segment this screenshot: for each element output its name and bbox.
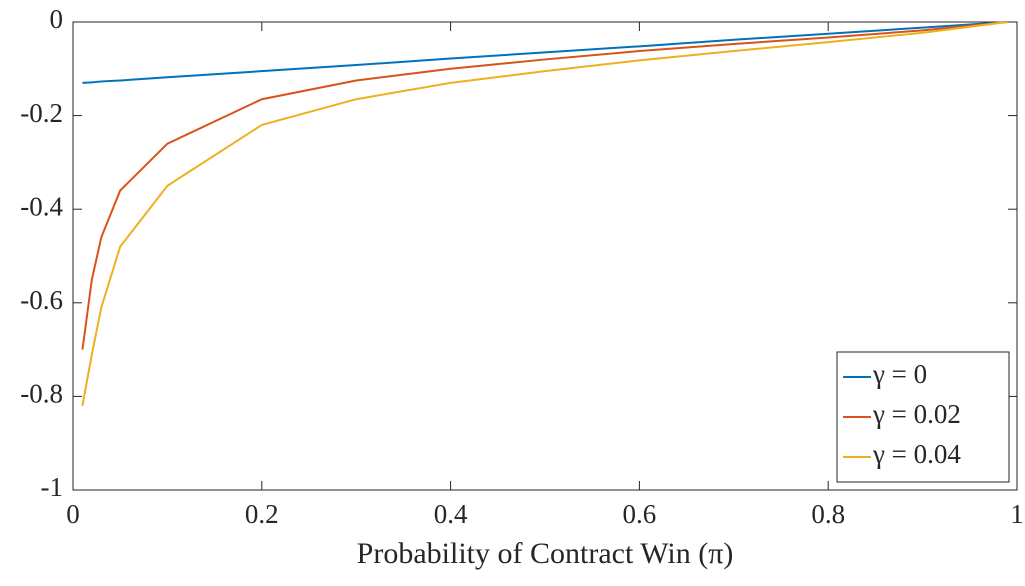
- legend-label: γ = 0: [872, 359, 927, 389]
- y-tick-label: -0.2: [20, 98, 63, 128]
- line: [81, 21, 1008, 350]
- x-tick-label: 0.6: [623, 499, 657, 529]
- y-tick-label: -1: [41, 472, 64, 502]
- y-tick-label: 0: [50, 4, 64, 34]
- x-tick-label: 0.2: [245, 499, 279, 529]
- x-tick-label: 0.4: [434, 499, 468, 529]
- line: [81, 21, 1008, 406]
- x-tick-label: 1: [1010, 499, 1024, 529]
- x-tick-label: 0: [66, 499, 80, 529]
- legend-label: γ = 0.02: [872, 399, 961, 429]
- plot-frame: [72, 21, 1018, 491]
- y-tick-label: -0.6: [20, 285, 63, 315]
- line: [82, 21, 1008, 84]
- x-axis-label: Probability of Contract Win (π): [357, 537, 734, 570]
- legend-label: γ = 0.04: [872, 439, 961, 469]
- y-tick-label: -0.4: [20, 191, 63, 221]
- x-tick-label: 0.8: [811, 499, 845, 529]
- y-tick-label: -0.8: [20, 379, 63, 409]
